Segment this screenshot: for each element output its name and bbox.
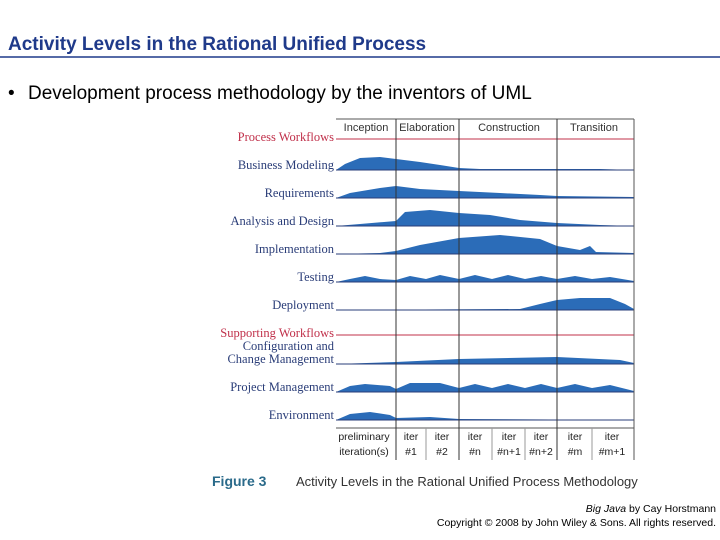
iteration-label: iter	[404, 431, 419, 443]
iteration-label: iteration(s)	[339, 446, 389, 458]
iteration-label: #1	[405, 446, 417, 458]
activity-hump	[336, 157, 634, 170]
workflow-label: Implementation	[255, 242, 335, 256]
phase-label: Elaboration	[399, 122, 455, 134]
credit-copyright: Copyright © 2008 by John Wiley & Sons. A…	[437, 517, 716, 529]
workflow-label: Change Management	[227, 352, 334, 366]
iteration-label: #m+1	[599, 446, 626, 458]
iteration-label: iter	[534, 431, 549, 443]
phase-label: Inception	[344, 122, 389, 134]
activity-hump	[336, 275, 634, 282]
credit-author: by Cay Horstmann	[629, 503, 716, 515]
iteration-label: iter	[502, 431, 517, 443]
activity-hump	[336, 357, 634, 364]
bullet-mark: •	[8, 83, 15, 104]
process-heading: Process Workflows	[238, 130, 334, 144]
iteration-label: iter	[468, 431, 483, 443]
iteration-label: #n+1	[497, 446, 521, 458]
iteration-label: iter	[568, 431, 583, 443]
iteration-label: preliminary	[338, 431, 390, 443]
activity-hump	[336, 235, 634, 254]
iteration-label: iter	[435, 431, 450, 443]
figure-label: Figure 3	[212, 473, 267, 489]
workflow-label: Analysis and Design	[231, 214, 335, 228]
iteration-label: #m	[568, 446, 583, 458]
slide-title: Activity Levels in the Rational Unified …	[8, 34, 426, 55]
phase-label: Construction	[478, 122, 540, 134]
credit-book: Big Java	[586, 503, 626, 515]
workflow-label: Requirements	[265, 186, 335, 200]
workflow-label: Deployment	[272, 298, 334, 312]
bullet-text: Development process methodology by the i…	[28, 83, 532, 104]
workflow-label: Testing	[297, 270, 334, 284]
credit-line: Big Java by Cay Horstmann	[586, 503, 716, 515]
activity-hump	[336, 383, 634, 392]
activity-hump	[336, 210, 634, 226]
workflow-label: Project Management	[230, 380, 334, 394]
iteration-label: #n	[469, 446, 481, 458]
activity-hump	[336, 298, 634, 310]
workflow-label: Configuration and	[243, 339, 335, 353]
activity-hump	[336, 412, 634, 420]
iteration-label: #2	[436, 446, 448, 458]
figure-caption: Activity Levels in the Rational Unified …	[296, 474, 638, 489]
workflow-label: Business Modeling	[238, 158, 335, 172]
supporting-heading: Supporting Workflows	[220, 326, 334, 340]
iteration-label: iter	[605, 431, 620, 443]
iteration-label: #n+2	[529, 446, 553, 458]
workflow-label: Environment	[269, 408, 335, 422]
rup-figure: Inception Elaboration Construction Transiti…	[220, 118, 635, 460]
phase-label: Transition	[570, 122, 618, 134]
activity-hump	[336, 186, 634, 198]
